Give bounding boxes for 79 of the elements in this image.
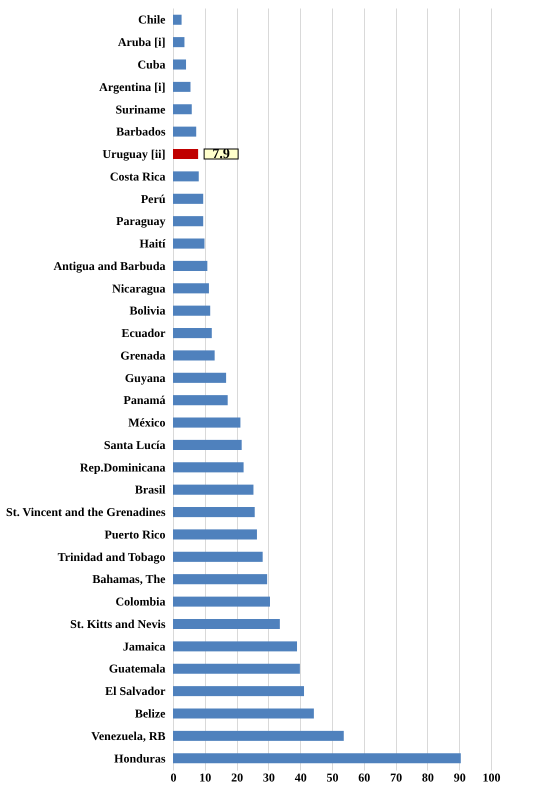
bar bbox=[173, 596, 270, 607]
x-tick-label: 10 bbox=[199, 770, 212, 784]
y-tick-label: Guatemala bbox=[108, 662, 166, 676]
y-tick-label: Colombia bbox=[115, 594, 166, 609]
bar bbox=[173, 171, 199, 182]
y-tick-label: México bbox=[128, 416, 166, 430]
y-tick-label: Bolivia bbox=[129, 304, 166, 318]
bar bbox=[173, 82, 190, 92]
bar bbox=[173, 753, 461, 764]
x-tick-label: 30 bbox=[262, 770, 275, 784]
y-tick-label: Ecuador bbox=[121, 326, 166, 340]
bar bbox=[173, 350, 215, 360]
bar bbox=[173, 148, 198, 160]
bar bbox=[173, 372, 226, 383]
bar bbox=[173, 686, 304, 696]
bar bbox=[173, 552, 263, 562]
bar bbox=[173, 260, 208, 271]
y-tick-label: Nicaragua bbox=[112, 281, 166, 296]
y-tick-label: Puerto Rico bbox=[104, 527, 166, 542]
y-tick-label: Chile bbox=[138, 12, 166, 27]
x-tick-label: 20 bbox=[231, 770, 244, 784]
bar bbox=[173, 194, 204, 204]
y-tick-label: Venezuela, RB bbox=[91, 728, 166, 743]
bar bbox=[173, 126, 196, 137]
x-tick-label: 80 bbox=[422, 770, 434, 784]
y-tick-label: Honduras bbox=[114, 751, 166, 766]
bar bbox=[173, 418, 240, 428]
bar bbox=[173, 462, 244, 472]
y-tick-label: Brasil bbox=[134, 482, 166, 497]
bar bbox=[173, 328, 212, 338]
y-tick-label: Jamaica bbox=[122, 639, 166, 654]
bar bbox=[173, 484, 254, 495]
bar bbox=[173, 641, 298, 652]
x-tick-label: 90 bbox=[454, 770, 466, 784]
x-tick-label: 60 bbox=[358, 770, 370, 784]
bar bbox=[173, 238, 204, 249]
y-tick-label: Belize bbox=[134, 706, 166, 720]
y-tick-label: Perú bbox=[140, 192, 166, 206]
y-tick-label: Paraguay bbox=[116, 214, 166, 228]
bar bbox=[173, 306, 210, 316]
bar bbox=[173, 37, 184, 48]
bar bbox=[173, 507, 255, 518]
y-tick-label: Rep.Dominicana bbox=[80, 460, 166, 474]
bar bbox=[173, 529, 257, 540]
bar bbox=[173, 730, 344, 741]
y-tick-label: Bahamas, The bbox=[92, 572, 166, 586]
y-tick-label: Trinidad and Tobago bbox=[58, 550, 166, 564]
y-tick-label: Haití bbox=[140, 236, 166, 251]
x-tick-label: 0 bbox=[170, 770, 176, 784]
bar bbox=[173, 708, 314, 719]
bar bbox=[173, 395, 228, 406]
y-tick-label: Antigua and Barbuda bbox=[53, 258, 166, 273]
bar bbox=[173, 440, 242, 450]
bar bbox=[173, 104, 192, 114]
y-tick-label: Argentina [i] bbox=[99, 80, 166, 94]
y-tick-label: Aruba [i] bbox=[118, 35, 166, 50]
y-tick-label: Panamá bbox=[124, 393, 166, 408]
x-tick-label: 50 bbox=[326, 770, 338, 784]
y-tick-label: St. Kitts and Nevis bbox=[70, 616, 166, 631]
bar bbox=[173, 618, 280, 630]
bar bbox=[173, 664, 300, 674]
y-tick-label: Cuba bbox=[137, 58, 166, 72]
y-tick-label: Barbados bbox=[116, 124, 166, 139]
x-tick-label: 40 bbox=[294, 770, 307, 784]
bar bbox=[173, 574, 268, 584]
y-tick-label: Grenada bbox=[120, 348, 166, 362]
bar bbox=[173, 14, 182, 25]
y-tick-label: Uruguay [ii] bbox=[102, 147, 166, 162]
y-tick-label: St. Vincent and the Grenadines bbox=[6, 505, 166, 520]
x-tick-label: 70 bbox=[390, 770, 402, 784]
y-tick-label: Costa Rica bbox=[110, 169, 166, 184]
y-tick-label: El Salvador bbox=[105, 684, 166, 698]
y-tick-label: Santa Lucía bbox=[104, 438, 166, 452]
bar bbox=[173, 216, 204, 226]
bar bbox=[173, 59, 186, 70]
bar bbox=[173, 283, 209, 294]
x-tick-label: 100 bbox=[482, 770, 500, 784]
y-tick-label: Guyana bbox=[124, 370, 166, 385]
y-tick-label: Suriname bbox=[115, 102, 166, 116]
